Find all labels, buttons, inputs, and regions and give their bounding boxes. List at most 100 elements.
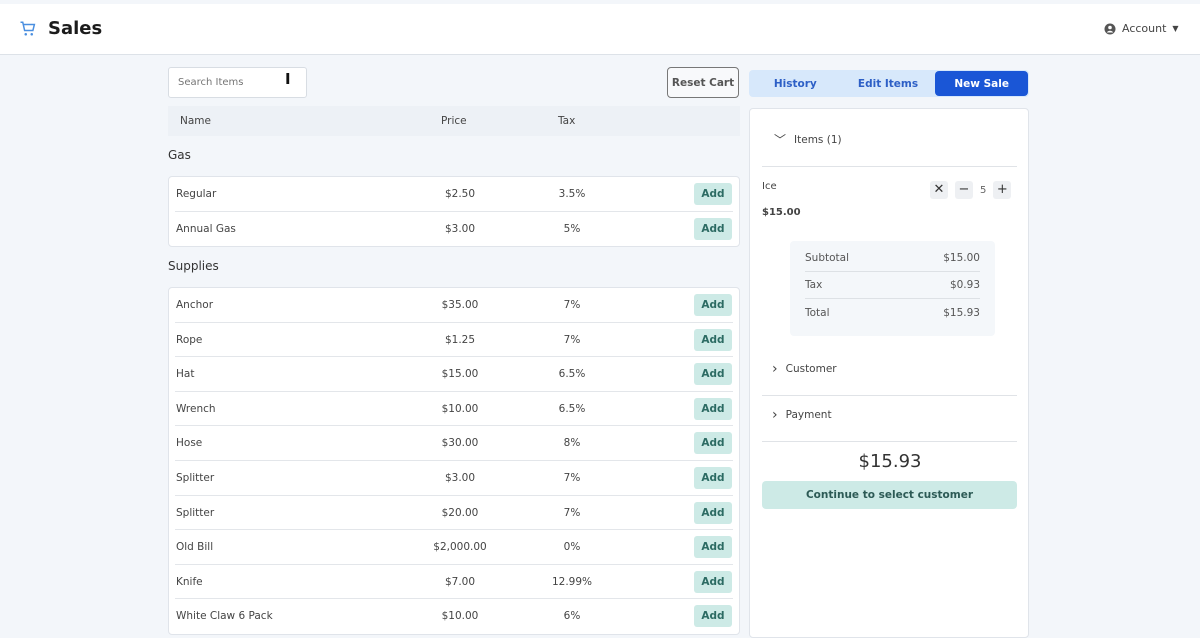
- item-tax: 8%: [563, 437, 581, 450]
- group-label: Supplies: [168, 259, 219, 273]
- item-price: $7.00: [444, 575, 476, 588]
- chevron-right-icon: ›: [772, 407, 778, 423]
- add-button[interactable]: Add: [694, 363, 732, 386]
- table-row: Old Bill $2,000.00 0% Add: [175, 530, 733, 565]
- table-row: Rope $1.25 7% Add: [175, 323, 733, 358]
- user-icon: [1104, 23, 1116, 34]
- chevron-right-icon: ›: [772, 361, 778, 377]
- table-row: Annual Gas $3.00 5% Add: [175, 212, 733, 247]
- item-name: Old Bill: [176, 541, 214, 554]
- search-input[interactable]: [168, 67, 307, 98]
- item-name: Regular: [176, 188, 217, 200]
- table-row: Hat $15.00 6.5% Add: [175, 357, 733, 392]
- table-header: Name Price Tax: [168, 106, 740, 136]
- item-tax: 7%: [563, 506, 581, 519]
- increment-button[interactable]: +: [993, 181, 1012, 199]
- item-name: Hat: [176, 368, 195, 381]
- cart-item-price: $15.00: [762, 207, 801, 218]
- table-row: Wrench $10.00 6.5% Add: [175, 392, 733, 427]
- table-row: White Claw 6 Pack $10.00 6% Add: [175, 599, 733, 634]
- item-name: Hose: [176, 437, 203, 450]
- table-row: Knife $7.00 12.99% Add: [175, 565, 733, 600]
- caret-down-icon: ▼: [1172, 24, 1179, 33]
- table-row: Hose $30.00 8% Add: [175, 426, 733, 461]
- subtotal-value: $15.00: [943, 252, 980, 264]
- tax-value: $0.93: [949, 279, 980, 291]
- top-bar: Sales Account ▼: [0, 4, 1200, 55]
- remove-item-button[interactable]: ✕: [930, 181, 948, 199]
- decrement-button[interactable]: −: [955, 181, 973, 199]
- tab-bar: History Edit Items New Sale: [749, 70, 1029, 97]
- item-price: $10.00: [441, 610, 479, 623]
- add-button[interactable]: Add: [694, 183, 732, 205]
- cart-icon: [20, 21, 36, 36]
- tab-history[interactable]: History: [749, 70, 842, 97]
- item-name: Annual Gas: [176, 222, 236, 235]
- table-row: Regular $2.50 3.5% Add: [175, 177, 733, 212]
- table-row: Splitter $3.00 7% Add: [175, 461, 733, 496]
- column-tax: Tax: [558, 115, 576, 127]
- item-name: Anchor: [176, 299, 214, 311]
- item-tax: 7%: [563, 299, 581, 311]
- group-label: Gas: [168, 148, 191, 162]
- item-tax: 5%: [563, 222, 581, 235]
- item-price: $3.00: [444, 222, 476, 235]
- quantity-value: 5: [980, 184, 987, 196]
- item-name: White Claw 6 Pack: [176, 610, 273, 623]
- divider: [762, 166, 1017, 167]
- cart-panel: ﹀ Items (1) Ice ✕ − 5 + $15.00 Subtotal $…: [749, 108, 1029, 638]
- add-button[interactable]: Add: [694, 536, 732, 559]
- customer-label: Customer: [785, 363, 837, 375]
- item-price: $1.25: [444, 333, 476, 346]
- add-button[interactable]: Add: [694, 570, 732, 593]
- continue-button[interactable]: Continue to select customer: [762, 481, 1017, 509]
- add-button[interactable]: Add: [694, 328, 732, 351]
- item-group-supplies: Anchor $35.00 7% Add Rope $1.25 7% Add Hat…: [168, 287, 740, 635]
- item-price: $15.00: [441, 368, 479, 381]
- add-button[interactable]: Add: [694, 605, 732, 628]
- customer-section-toggle[interactable]: › Customer: [772, 361, 1027, 377]
- table-row: Anchor $35.00 7% Add: [175, 288, 733, 323]
- page-title: Sales: [48, 18, 103, 39]
- reset-cart-button[interactable]: Reset Cart: [667, 67, 739, 98]
- item-price: $10.00: [441, 402, 479, 415]
- tab-new-sale[interactable]: New Sale: [935, 71, 1029, 96]
- add-button[interactable]: Add: [694, 466, 732, 489]
- payment-label: Payment: [785, 409, 832, 421]
- add-button[interactable]: Add: [694, 217, 732, 240]
- item-tax: 6.5%: [558, 402, 586, 415]
- items-label: Items (1): [794, 133, 842, 146]
- item-price: $20.00: [441, 506, 479, 519]
- text-cursor-icon: I: [285, 70, 291, 88]
- account-label: Account: [1122, 22, 1167, 35]
- divider: [762, 395, 1017, 396]
- column-price: Price: [441, 115, 467, 127]
- item-price: $2,000.00: [433, 541, 487, 554]
- item-tax: 3.5%: [558, 188, 586, 200]
- item-name: Splitter: [176, 471, 215, 484]
- item-name: Splitter: [176, 506, 215, 519]
- item-price: $2.50: [444, 188, 476, 200]
- add-button[interactable]: Add: [694, 432, 732, 455]
- item-price: $3.00: [444, 471, 476, 484]
- tab-edit-items[interactable]: Edit Items: [842, 70, 935, 97]
- item-tax: 0%: [563, 541, 581, 554]
- items-section-toggle[interactable]: ﹀ Items (1): [774, 131, 1029, 148]
- add-button[interactable]: Add: [694, 501, 732, 524]
- item-tax: 7%: [563, 471, 581, 484]
- item-name: Wrench: [176, 402, 216, 415]
- cart-item-name: Ice: [762, 181, 777, 192]
- table-row: Splitter $20.00 7% Add: [175, 496, 733, 531]
- chevron-down-icon: ﹀: [774, 133, 787, 147]
- item-tax: 6.5%: [558, 368, 586, 381]
- grand-total: $15.93: [858, 451, 922, 472]
- add-button[interactable]: Add: [694, 294, 732, 316]
- item-tax: 12.99%: [551, 575, 593, 588]
- add-button[interactable]: Add: [694, 397, 732, 420]
- item-name: Rope: [176, 333, 203, 346]
- account-menu[interactable]: Account ▼: [1104, 22, 1179, 35]
- item-price: $35.00: [441, 299, 479, 311]
- total-value: $15.93: [943, 306, 980, 319]
- payment-section-toggle[interactable]: › Payment: [772, 407, 1027, 423]
- total-label: Total: [805, 306, 830, 319]
